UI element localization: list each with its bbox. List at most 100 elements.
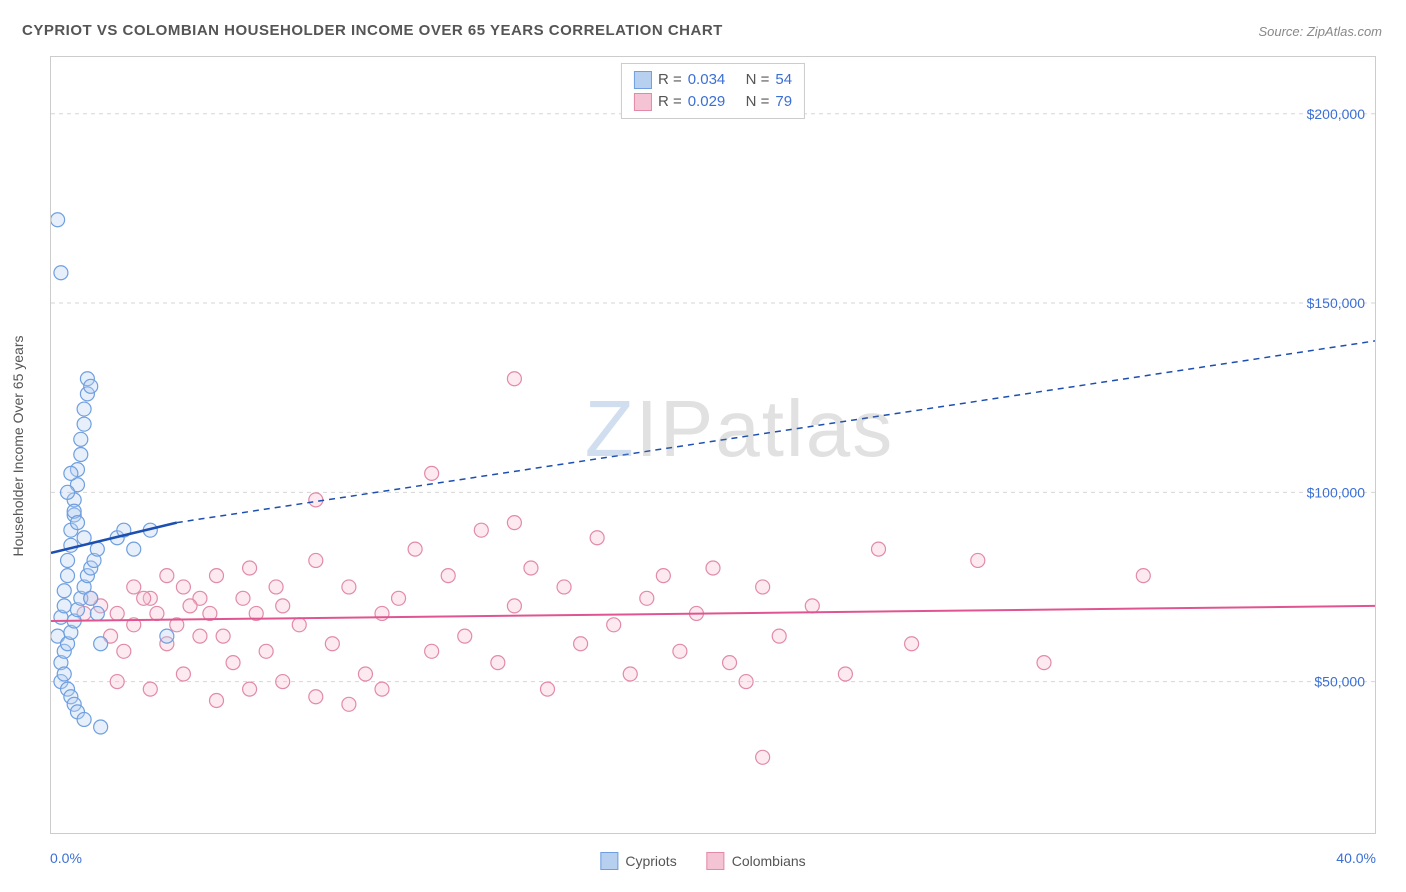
scatter-point bbox=[375, 606, 389, 620]
scatter-point bbox=[150, 606, 164, 620]
scatter-point bbox=[756, 750, 770, 764]
scatter-point bbox=[243, 682, 257, 696]
scatter-point bbox=[77, 417, 91, 431]
scatter-point bbox=[176, 667, 190, 681]
scatter-point bbox=[623, 667, 637, 681]
scatter-point bbox=[74, 447, 88, 461]
scatter-point bbox=[358, 667, 372, 681]
swatch-cypriots-bottom bbox=[600, 852, 618, 870]
scatter-point bbox=[557, 580, 571, 594]
scatter-point bbox=[458, 629, 472, 643]
scatter-point bbox=[90, 542, 104, 556]
scatter-svg: $50,000$100,000$150,000$200,000 bbox=[51, 57, 1375, 833]
scatter-point bbox=[160, 629, 174, 643]
scatter-point bbox=[94, 637, 108, 651]
r-label: R = bbox=[658, 91, 682, 113]
scatter-point bbox=[640, 591, 654, 605]
scatter-point bbox=[176, 580, 190, 594]
scatter-point bbox=[137, 591, 151, 605]
y-tick-label: $100,000 bbox=[1307, 484, 1366, 500]
y-axis-title: Householder Income Over 65 years bbox=[10, 336, 26, 557]
r-value-colombians: 0.029 bbox=[688, 91, 726, 113]
scatter-point bbox=[706, 561, 720, 575]
scatter-point bbox=[127, 580, 141, 594]
scatter-point bbox=[236, 591, 250, 605]
scatter-point bbox=[70, 516, 84, 530]
x-axis-label-max: 40.0% bbox=[1336, 850, 1376, 866]
scatter-point bbox=[51, 213, 65, 227]
trendline-cypriots-dashed bbox=[177, 341, 1375, 523]
scatter-point bbox=[127, 542, 141, 556]
scatter-point bbox=[243, 561, 257, 575]
scatter-point bbox=[84, 591, 98, 605]
scatter-point bbox=[110, 675, 124, 689]
y-tick-label: $150,000 bbox=[1307, 295, 1366, 311]
scatter-point bbox=[259, 644, 273, 658]
scatter-point bbox=[524, 561, 538, 575]
scatter-point bbox=[309, 690, 323, 704]
n-value-cypriots: 54 bbox=[775, 69, 792, 91]
y-tick-label: $50,000 bbox=[1314, 674, 1365, 690]
scatter-point bbox=[872, 542, 886, 556]
stats-legend-box: R = 0.034 N = 54 R = 0.029 N = 79 bbox=[621, 63, 805, 119]
swatch-colombians bbox=[634, 93, 652, 111]
scatter-point bbox=[210, 694, 224, 708]
scatter-point bbox=[61, 485, 75, 499]
scatter-point bbox=[77, 402, 91, 416]
chart-plot-area: $50,000$100,000$150,000$200,000 R = 0.03… bbox=[50, 56, 1376, 834]
scatter-point bbox=[117, 644, 131, 658]
stats-row-cypriots: R = 0.034 N = 54 bbox=[634, 69, 792, 91]
scatter-point bbox=[739, 675, 753, 689]
scatter-point bbox=[143, 682, 157, 696]
scatter-point bbox=[210, 569, 224, 583]
scatter-point bbox=[193, 629, 207, 643]
scatter-point bbox=[441, 569, 455, 583]
scatter-point bbox=[110, 606, 124, 620]
scatter-point bbox=[375, 682, 389, 696]
scatter-point bbox=[160, 569, 174, 583]
scatter-point bbox=[574, 637, 588, 651]
scatter-point bbox=[309, 553, 323, 567]
scatter-point bbox=[425, 466, 439, 480]
r-value-cypriots: 0.034 bbox=[688, 69, 726, 91]
scatter-point bbox=[1037, 656, 1051, 670]
scatter-point bbox=[905, 637, 919, 651]
scatter-point bbox=[507, 516, 521, 530]
scatter-point bbox=[54, 266, 68, 280]
scatter-point bbox=[342, 580, 356, 594]
scatter-point bbox=[276, 599, 290, 613]
scatter-point bbox=[74, 432, 88, 446]
n-label: N = bbox=[746, 91, 770, 113]
scatter-point bbox=[57, 667, 71, 681]
stats-row-colombians: R = 0.029 N = 79 bbox=[634, 91, 792, 113]
scatter-point bbox=[77, 712, 91, 726]
scatter-point bbox=[673, 644, 687, 658]
scatter-point bbox=[90, 606, 104, 620]
scatter-point bbox=[309, 493, 323, 507]
scatter-point bbox=[607, 618, 621, 632]
scatter-point bbox=[57, 584, 71, 598]
scatter-point bbox=[491, 656, 505, 670]
source-label: Source: ZipAtlas.com bbox=[1258, 24, 1382, 39]
scatter-point bbox=[226, 656, 240, 670]
scatter-point bbox=[838, 667, 852, 681]
scatter-point bbox=[971, 553, 985, 567]
scatter-point bbox=[590, 531, 604, 545]
scatter-point bbox=[408, 542, 422, 556]
series-legend: Cypriots Colombians bbox=[600, 852, 805, 870]
scatter-point bbox=[772, 629, 786, 643]
scatter-point bbox=[805, 599, 819, 613]
scatter-point bbox=[276, 675, 290, 689]
scatter-point bbox=[64, 466, 78, 480]
scatter-point bbox=[342, 697, 356, 711]
scatter-point bbox=[656, 569, 670, 583]
scatter-point bbox=[84, 379, 98, 393]
scatter-point bbox=[474, 523, 488, 537]
scatter-point bbox=[425, 644, 439, 658]
scatter-point bbox=[292, 618, 306, 632]
legend-item-colombians: Colombians bbox=[707, 852, 806, 870]
scatter-point bbox=[507, 372, 521, 386]
legend-label-cypriots: Cypriots bbox=[625, 853, 676, 869]
scatter-point bbox=[325, 637, 339, 651]
chart-title: CYPRIOT VS COLOMBIAN HOUSEHOLDER INCOME … bbox=[22, 22, 723, 39]
